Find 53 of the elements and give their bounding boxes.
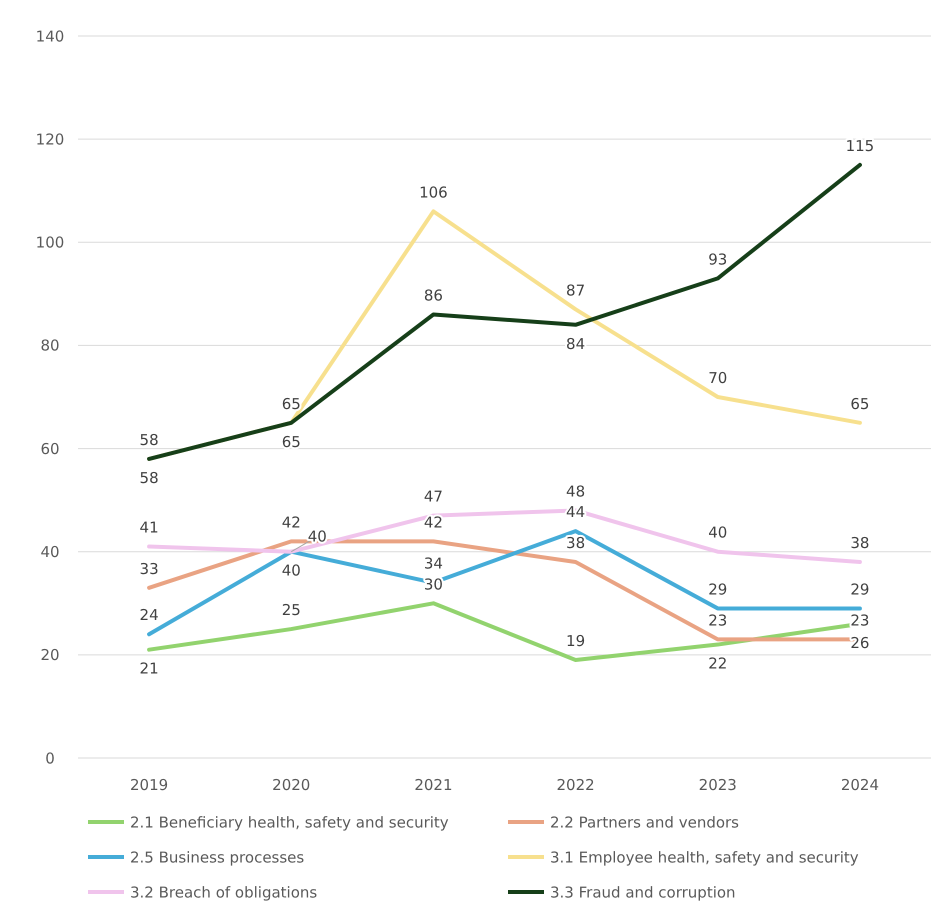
x-tick-label: 2022 <box>556 776 595 794</box>
y-tick-label: 0 <box>45 749 55 768</box>
data-label: 24 <box>140 606 159 624</box>
data-label: 65 <box>282 432 301 451</box>
legend-label: 2.5 Business processes <box>130 848 304 866</box>
data-label: 106 <box>419 183 448 202</box>
data-label: 58 <box>140 430 159 449</box>
data-label: 87 <box>566 281 586 300</box>
data-label: 65 <box>282 394 301 413</box>
data-label: 44 <box>566 503 586 522</box>
data-label: 23 <box>708 611 728 630</box>
data-label: 26 <box>850 634 870 652</box>
data-label: 19 <box>566 632 586 650</box>
legend-label: 2.2 Partners and vendors <box>550 813 740 832</box>
data-label: 29 <box>708 580 728 598</box>
data-label: 86 <box>424 286 443 304</box>
data-label: 40 <box>708 524 728 542</box>
data-label: 47 <box>424 488 443 506</box>
y-tick-label: 20 <box>40 646 60 664</box>
data-label: 70 <box>708 369 728 387</box>
x-tick-label: 2019 <box>130 776 168 794</box>
data-label: 115 <box>846 136 874 155</box>
y-tick-label: 140 <box>36 27 64 46</box>
legend-label: 3.3 Fraud and corruption <box>550 883 736 902</box>
data-label: 21 <box>140 660 159 678</box>
y-tick-label: 120 <box>36 130 64 148</box>
data-label: 42 <box>424 513 443 532</box>
y-tick-label: 100 <box>36 234 64 252</box>
legend-label: 2.1 Beneficiary health, safety and security <box>130 813 449 832</box>
data-label: 93 <box>708 250 728 268</box>
data-label: 48 <box>566 482 586 500</box>
data-label: 40 <box>282 562 301 580</box>
y-tick-label: 40 <box>40 542 60 561</box>
y-tick-label: 80 <box>40 336 60 355</box>
x-tick-label: 2024 <box>840 776 880 794</box>
data-label: 38 <box>566 534 586 552</box>
data-label: 65 <box>850 394 870 413</box>
x-tick-label: 2020 <box>272 776 310 794</box>
data-label: 34 <box>424 554 443 573</box>
legend-label: 3.2 Breach of obligations <box>130 883 318 902</box>
data-label: 29 <box>850 580 870 598</box>
data-label: 33 <box>140 560 159 578</box>
data-label: 84 <box>566 334 586 353</box>
data-label: 25 <box>282 601 301 620</box>
data-label: 38 <box>850 534 870 552</box>
data-label: 42 <box>282 513 301 532</box>
y-tick-label: 60 <box>40 440 60 458</box>
x-tick-label: 2021 <box>414 776 453 794</box>
data-label: 41 <box>140 518 159 537</box>
legend-label: 3.1 Employee health, safety and security <box>550 848 859 866</box>
data-label: 22 <box>708 654 728 673</box>
data-label: 58 <box>140 468 159 487</box>
x-tick-label: 2023 <box>698 776 737 794</box>
